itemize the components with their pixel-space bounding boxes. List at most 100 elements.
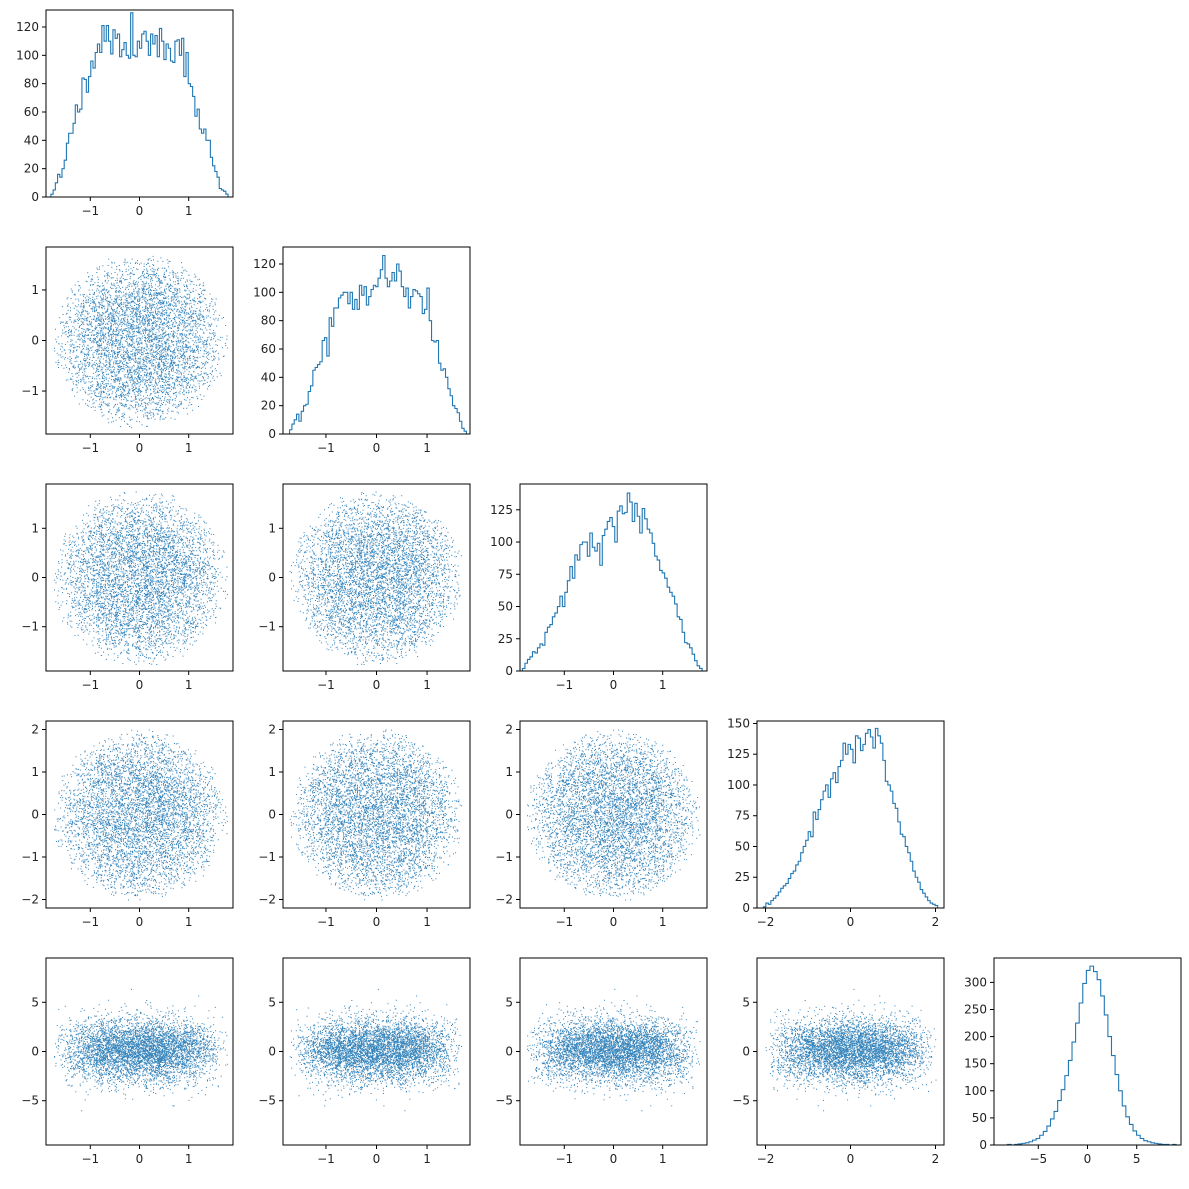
y-tick-label: 0 <box>31 334 39 348</box>
y-tick-label: 0 <box>31 1045 39 1059</box>
x-tick-label: 0 <box>136 915 144 929</box>
y-tick-label: 150 <box>727 716 750 730</box>
scatter-panel-2-1: −1 0 1 −1 0 1 <box>258 483 471 692</box>
y-tick-label: −5 <box>495 1094 513 1108</box>
y-tick-label: 80 <box>24 77 39 91</box>
x-tick-label: 0 <box>373 678 381 692</box>
x-tick-label: −2 <box>757 915 775 929</box>
x-tick-label: 0 <box>1084 1152 1092 1166</box>
axes-frame <box>519 483 708 672</box>
y-tick-label: 120 <box>253 257 276 271</box>
scatter-point-cloud <box>54 255 228 429</box>
y-tick-label: −2 <box>21 893 39 907</box>
y-tick-label: 2 <box>31 723 39 737</box>
x-tick-label: 0 <box>373 915 381 929</box>
y-tick-label: 0 <box>31 571 39 585</box>
x-tick-label: 0 <box>373 1152 381 1166</box>
x-tick-label: −1 <box>81 678 99 692</box>
x-tick-label: 1 <box>423 1152 431 1166</box>
x-tick-label: 1 <box>185 678 193 692</box>
y-tick-label: 0 <box>268 1045 276 1059</box>
axes-frame <box>519 720 708 909</box>
scatter-point-cloud <box>54 729 228 901</box>
x-tick-label: −1 <box>555 678 573 692</box>
y-tick-label: 0 <box>31 808 39 822</box>
y-tick-label: 100 <box>253 285 276 299</box>
x-tick-label: 0 <box>847 1152 855 1166</box>
y-tick-label: 0 <box>268 427 276 441</box>
y-tick-label: 20 <box>261 399 276 413</box>
scatter-points <box>54 988 228 1112</box>
y-tick-label: 25 <box>735 870 750 884</box>
x-tick-label: −1 <box>555 1152 573 1166</box>
histogram-panel-0: 0 20 40 60 80 100 120 −1 0 1 <box>16 9 234 218</box>
y-tick-label: 100 <box>490 535 513 549</box>
scatter-points <box>527 729 701 901</box>
y-tick-label: −1 <box>258 850 276 864</box>
y-tick-label: 80 <box>261 314 276 328</box>
histogram-panel-2: 0 25 50 75 100 125 −1 0 1 <box>490 483 708 692</box>
axes-frame <box>45 720 234 909</box>
axes-frame <box>282 720 471 909</box>
y-tick-label: 100 <box>727 778 750 792</box>
y-tick-label: 40 <box>24 133 39 147</box>
y-tick-label: 250 <box>964 1002 987 1016</box>
scatter-panel-2-0: −1 0 1 −1 0 1 <box>21 483 234 692</box>
y-tick-label: 0 <box>31 190 39 204</box>
y-tick-label: 120 <box>16 20 39 34</box>
x-tick-label: 0 <box>610 678 618 692</box>
y-tick-label: 20 <box>24 162 39 176</box>
scatter-points <box>765 988 937 1112</box>
x-tick-label: 1 <box>185 441 193 455</box>
scatter-panel-3-1: −2 −1 0 1 2 −1 0 1 <box>258 720 471 929</box>
y-tick-label: 50 <box>972 1111 987 1125</box>
scatter-points <box>54 491 228 665</box>
histogram-step-line <box>521 492 703 671</box>
y-tick-label: 2 <box>505 723 513 737</box>
x-tick-label: −1 <box>317 678 335 692</box>
x-tick-label: 1 <box>659 1152 667 1166</box>
x-tick-label: 5 <box>1133 1152 1141 1166</box>
x-tick-label: −1 <box>317 1152 335 1166</box>
x-tick-label: −1 <box>555 915 573 929</box>
x-tick-label: −5 <box>1029 1152 1047 1166</box>
axes-frame <box>756 720 945 909</box>
x-tick-label: 0 <box>610 915 618 929</box>
y-tick-label: 0 <box>505 808 513 822</box>
histogram-step-line <box>762 727 939 908</box>
x-tick-label: 0 <box>136 204 144 218</box>
y-tick-label: 1 <box>31 283 39 297</box>
scatter-point-cloud <box>54 988 228 1112</box>
scatter-points <box>54 729 228 901</box>
y-tick-label: 1 <box>31 765 39 779</box>
scatter-point-cloud <box>527 729 701 901</box>
y-tick-label: −5 <box>258 1094 276 1108</box>
axes-frame <box>282 483 471 672</box>
x-tick-label: −2 <box>757 1152 775 1166</box>
x-tick-label: −1 <box>81 1152 99 1166</box>
axes-frame <box>282 957 471 1146</box>
y-tick-label: 125 <box>490 503 513 517</box>
y-tick-label: 0 <box>505 664 513 678</box>
scatter-points <box>527 988 701 1112</box>
scatter-points <box>289 729 463 901</box>
x-tick-label: −1 <box>81 204 99 218</box>
histogram-panel-3: 0 25 50 75 100 125 150 −2 0 2 <box>727 716 945 929</box>
y-tick-label: 50 <box>498 600 513 614</box>
y-tick-label: 5 <box>268 995 276 1009</box>
scatter-points <box>289 988 463 1112</box>
y-tick-label: 75 <box>735 809 750 823</box>
scatter-point-cloud <box>765 988 937 1112</box>
x-tick-label: −1 <box>317 915 335 929</box>
x-tick-label: 1 <box>185 204 193 218</box>
y-tick-label: 300 <box>964 975 987 989</box>
scatter-panel-1-0: −1 0 1 −1 0 1 <box>21 246 234 455</box>
scatter-panel-3-2: −2 −1 0 1 2 −1 0 1 <box>495 720 708 929</box>
y-tick-label: 2 <box>268 723 276 737</box>
y-tick-label: 200 <box>964 1030 987 1044</box>
scatter-point-cloud <box>527 988 701 1112</box>
scatter-points <box>289 491 463 665</box>
x-tick-label: 0 <box>136 441 144 455</box>
x-tick-label: 0 <box>847 915 855 929</box>
